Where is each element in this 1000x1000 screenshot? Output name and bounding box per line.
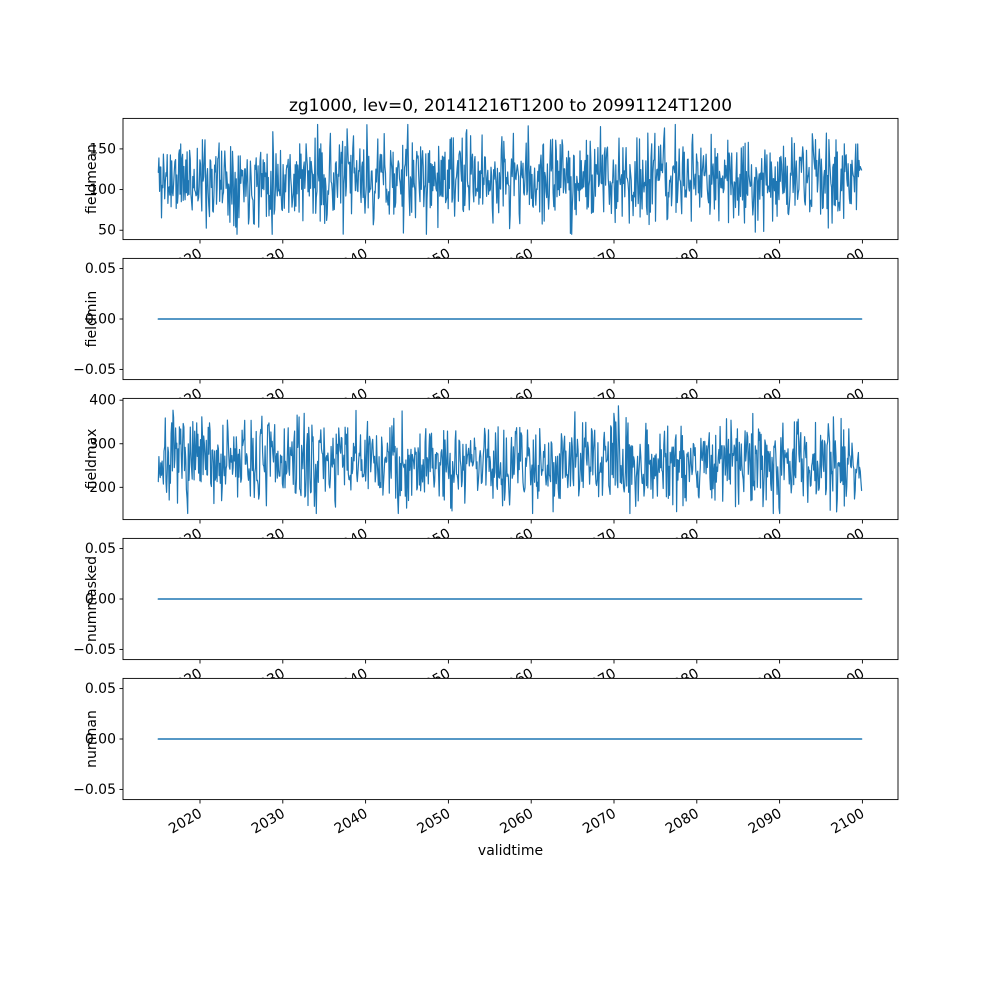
y-tick-label: 50 — [98, 223, 116, 239]
y-axis-label-fieldmean: fieldmean — [84, 144, 100, 214]
subplot-numnan: −0.05 0.00 0.05 2020 2030 2040 2050 2060 2070 208… — [73, 677, 899, 837]
x-tick-label: 2100 — [829, 806, 868, 838]
subplot-fieldmin: −0.050.000.05202020302040205020602070208… — [73, 257, 899, 417]
axes-spines — [122, 117, 899, 241]
figure-title: zg1000, lev=0, 20141216T1200 to 20991124… — [288, 96, 733, 116]
x-tick-label: 2060 — [497, 806, 536, 838]
subplot-nummasked: −0.050.000.05202020302040205020602070208… — [73, 537, 899, 697]
y-tick-label: −0.05 — [73, 642, 116, 658]
subplot-fieldmean: 5010015020202030204020502060207020802090… — [84, 117, 899, 277]
y-tick-label: 100 — [89, 182, 116, 198]
x-tick-label: 2030 — [249, 806, 288, 838]
y-tick-label: 0.05 — [85, 261, 116, 277]
x-axis-label: validtime — [477, 843, 544, 859]
y-tick-label: 200 — [89, 480, 116, 496]
y-tick-label: 150 — [89, 141, 116, 157]
axes-spines — [122, 397, 899, 521]
x-tick-label: 2040 — [332, 806, 371, 838]
y-tick-label: −0.05 — [73, 782, 116, 798]
y-axis-label-nummasked: nummasked — [84, 556, 100, 642]
x-tick-label: 2050 — [415, 806, 454, 838]
y-tick-label: −0.05 — [73, 362, 116, 378]
series-line-fieldmean — [157, 123, 863, 235]
y-tick-label: 0.00 — [85, 312, 116, 328]
x-tick-label: 2020 — [166, 806, 205, 838]
y-tick-label: 0.05 — [85, 681, 116, 697]
y-tick-label: 0.00 — [85, 732, 116, 748]
series-line-fieldmax — [157, 405, 863, 515]
x-tick-label: 2080 — [663, 806, 702, 838]
y-axis-label-numnan: numnan — [84, 710, 100, 768]
y-axis-label-fieldmin: fieldmin — [84, 291, 100, 348]
y-tick-label: 0.05 — [85, 541, 116, 557]
y-tick-label: 400 — [89, 393, 116, 409]
y-tick-label: 300 — [89, 436, 116, 452]
x-tick-label: 2090 — [746, 806, 785, 838]
y-axis-label-fieldmax: fieldmax — [84, 429, 100, 490]
y-tick-label: 0.00 — [85, 592, 116, 608]
subplot-fieldmax: 2003004002020203020402050206020702080209… — [84, 393, 899, 557]
x-tick-label: 2070 — [580, 806, 619, 838]
